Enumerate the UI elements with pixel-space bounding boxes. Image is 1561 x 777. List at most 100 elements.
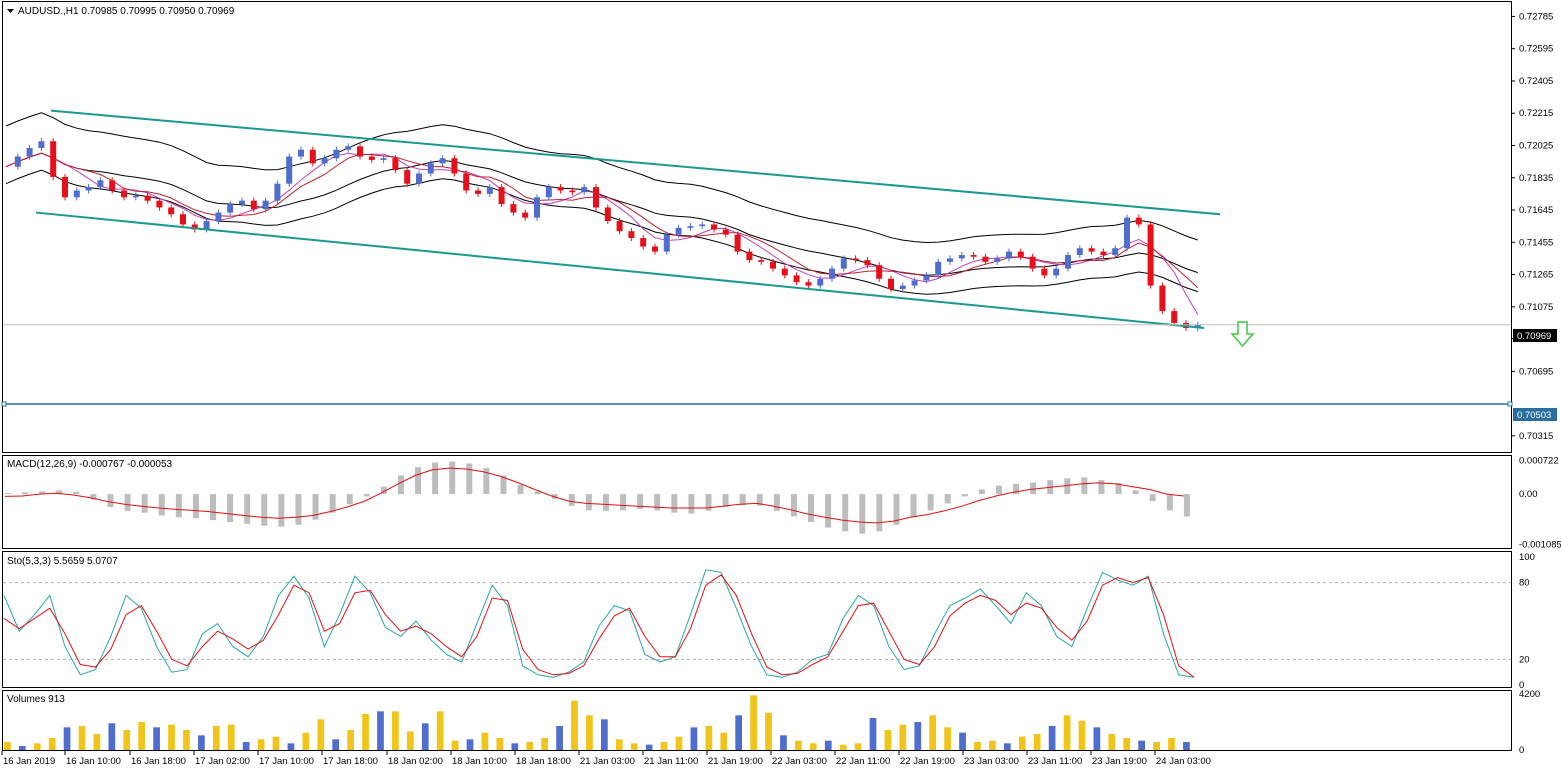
time-tick-label: 22 Jan 11:00 <box>836 756 890 767</box>
volume-bar <box>183 730 190 750</box>
candle-body <box>970 255 977 257</box>
candle-body <box>73 190 80 198</box>
candle-body <box>958 255 965 259</box>
candle-body <box>451 158 458 174</box>
candle-body <box>26 148 33 157</box>
macd-histogram-bar <box>363 494 370 497</box>
candle-body <box>274 183 281 201</box>
macd-histogram-bar <box>859 494 866 534</box>
macd-histogram-bar <box>927 494 934 511</box>
volume-bar <box>153 727 160 750</box>
volume-bar <box>1093 727 1101 750</box>
macd-histogram-bar <box>637 494 644 509</box>
price-tick-label: 0.72785 <box>1519 11 1553 22</box>
candle-body <box>640 238 647 247</box>
volume-bar <box>839 744 847 750</box>
volume-bar <box>884 730 892 750</box>
candle-body <box>722 229 729 235</box>
price-tick-label: 0.72025 <box>1519 140 1553 151</box>
macd-histogram-bar <box>739 494 746 506</box>
macd-histogram-bar <box>1115 482 1122 495</box>
level-handle-right <box>1507 401 1513 407</box>
macd-histogram-bar <box>534 491 541 495</box>
volume-bar <box>466 739 474 750</box>
macd-histogram-bar <box>158 494 165 516</box>
candle-body <box>498 187 505 205</box>
macd-panel-frame <box>2 455 1512 549</box>
candle-body <box>923 275 930 281</box>
candle-body <box>652 246 658 252</box>
macd-histogram-bar <box>944 494 951 504</box>
time-tick-label: 22 Jan 03:00 <box>772 756 827 767</box>
volume-bar <box>869 718 877 750</box>
macd-histogram-bar <box>585 494 592 511</box>
channel-lower-line <box>35 211 1205 330</box>
candle-body <box>852 258 859 261</box>
candle-body <box>239 200 245 205</box>
candle-body <box>770 261 776 269</box>
macd-histogram-bar <box>1064 478 1071 495</box>
macd-tick-label: -0.001085 <box>1519 540 1561 551</box>
volume-bar <box>1183 742 1190 750</box>
volume-panel-frame <box>2 690 1512 751</box>
candle-body <box>935 261 942 276</box>
candle-body <box>734 234 741 252</box>
macd-histogram-bar <box>790 494 797 517</box>
volume-bar <box>257 739 265 750</box>
volume-bar <box>421 723 429 750</box>
macd-histogram-bar <box>380 486 387 495</box>
candle-body <box>97 180 104 188</box>
candle-body <box>911 280 918 286</box>
candle-body <box>191 224 198 230</box>
time-tick-label: 21 Jan 19:00 <box>708 756 763 767</box>
candle-body <box>557 187 564 191</box>
macd-histogram-bar <box>312 494 319 520</box>
candle-body <box>1124 217 1130 249</box>
volume-bar <box>690 727 698 750</box>
level-handle-left <box>1 401 7 407</box>
current-price-tag <box>1513 329 1557 342</box>
candle-body <box>404 170 411 184</box>
volume-bar <box>362 714 369 750</box>
volume-bar <box>198 735 205 750</box>
macd-histogram-bar <box>432 462 439 495</box>
volume-bar <box>93 734 101 750</box>
candle-body <box>1159 285 1166 312</box>
candle-body <box>510 204 517 213</box>
volume-bar <box>481 732 489 750</box>
volume-bar <box>511 743 519 750</box>
time-tick-label: 21 Jan 03:00 <box>580 756 635 767</box>
volume-bar <box>1063 715 1071 750</box>
volume-bar <box>675 736 683 750</box>
volume-bar <box>63 727 71 750</box>
candle-body <box>581 187 588 193</box>
volume-bar <box>451 740 459 750</box>
macd-histogram-bar <box>39 491 46 495</box>
candle-body <box>687 226 694 228</box>
volume-bar <box>168 724 175 750</box>
volume-bar <box>735 715 743 750</box>
level-price-label: 0.70503 <box>1517 410 1551 421</box>
candle-body <box>227 204 234 213</box>
volume-tick-label: 4200 <box>1519 689 1540 700</box>
macd-histogram-bar <box>141 494 148 513</box>
macd-histogram-bar <box>910 494 917 518</box>
candle-body <box>250 200 257 210</box>
candle-body <box>899 285 906 289</box>
candle-body <box>132 195 139 198</box>
candle-body <box>345 146 352 150</box>
macd-histogram-bar <box>1030 482 1037 495</box>
candle-body <box>380 158 387 160</box>
macd-histogram-bar <box>654 494 661 511</box>
candle-body <box>1029 256 1036 269</box>
volume-bar <box>1108 734 1116 750</box>
macd-histogram-bar <box>210 494 217 521</box>
symbol-dropdown-icon[interactable] <box>7 9 14 13</box>
macd-histogram-bar <box>261 494 268 526</box>
macd-histogram-bar <box>397 475 404 495</box>
price-tick-label: 0.72215 <box>1519 108 1553 119</box>
candle-body <box>298 149 304 157</box>
volume-bar <box>1138 740 1146 750</box>
volume-bar <box>108 723 116 750</box>
candle-body <box>1135 217 1142 225</box>
